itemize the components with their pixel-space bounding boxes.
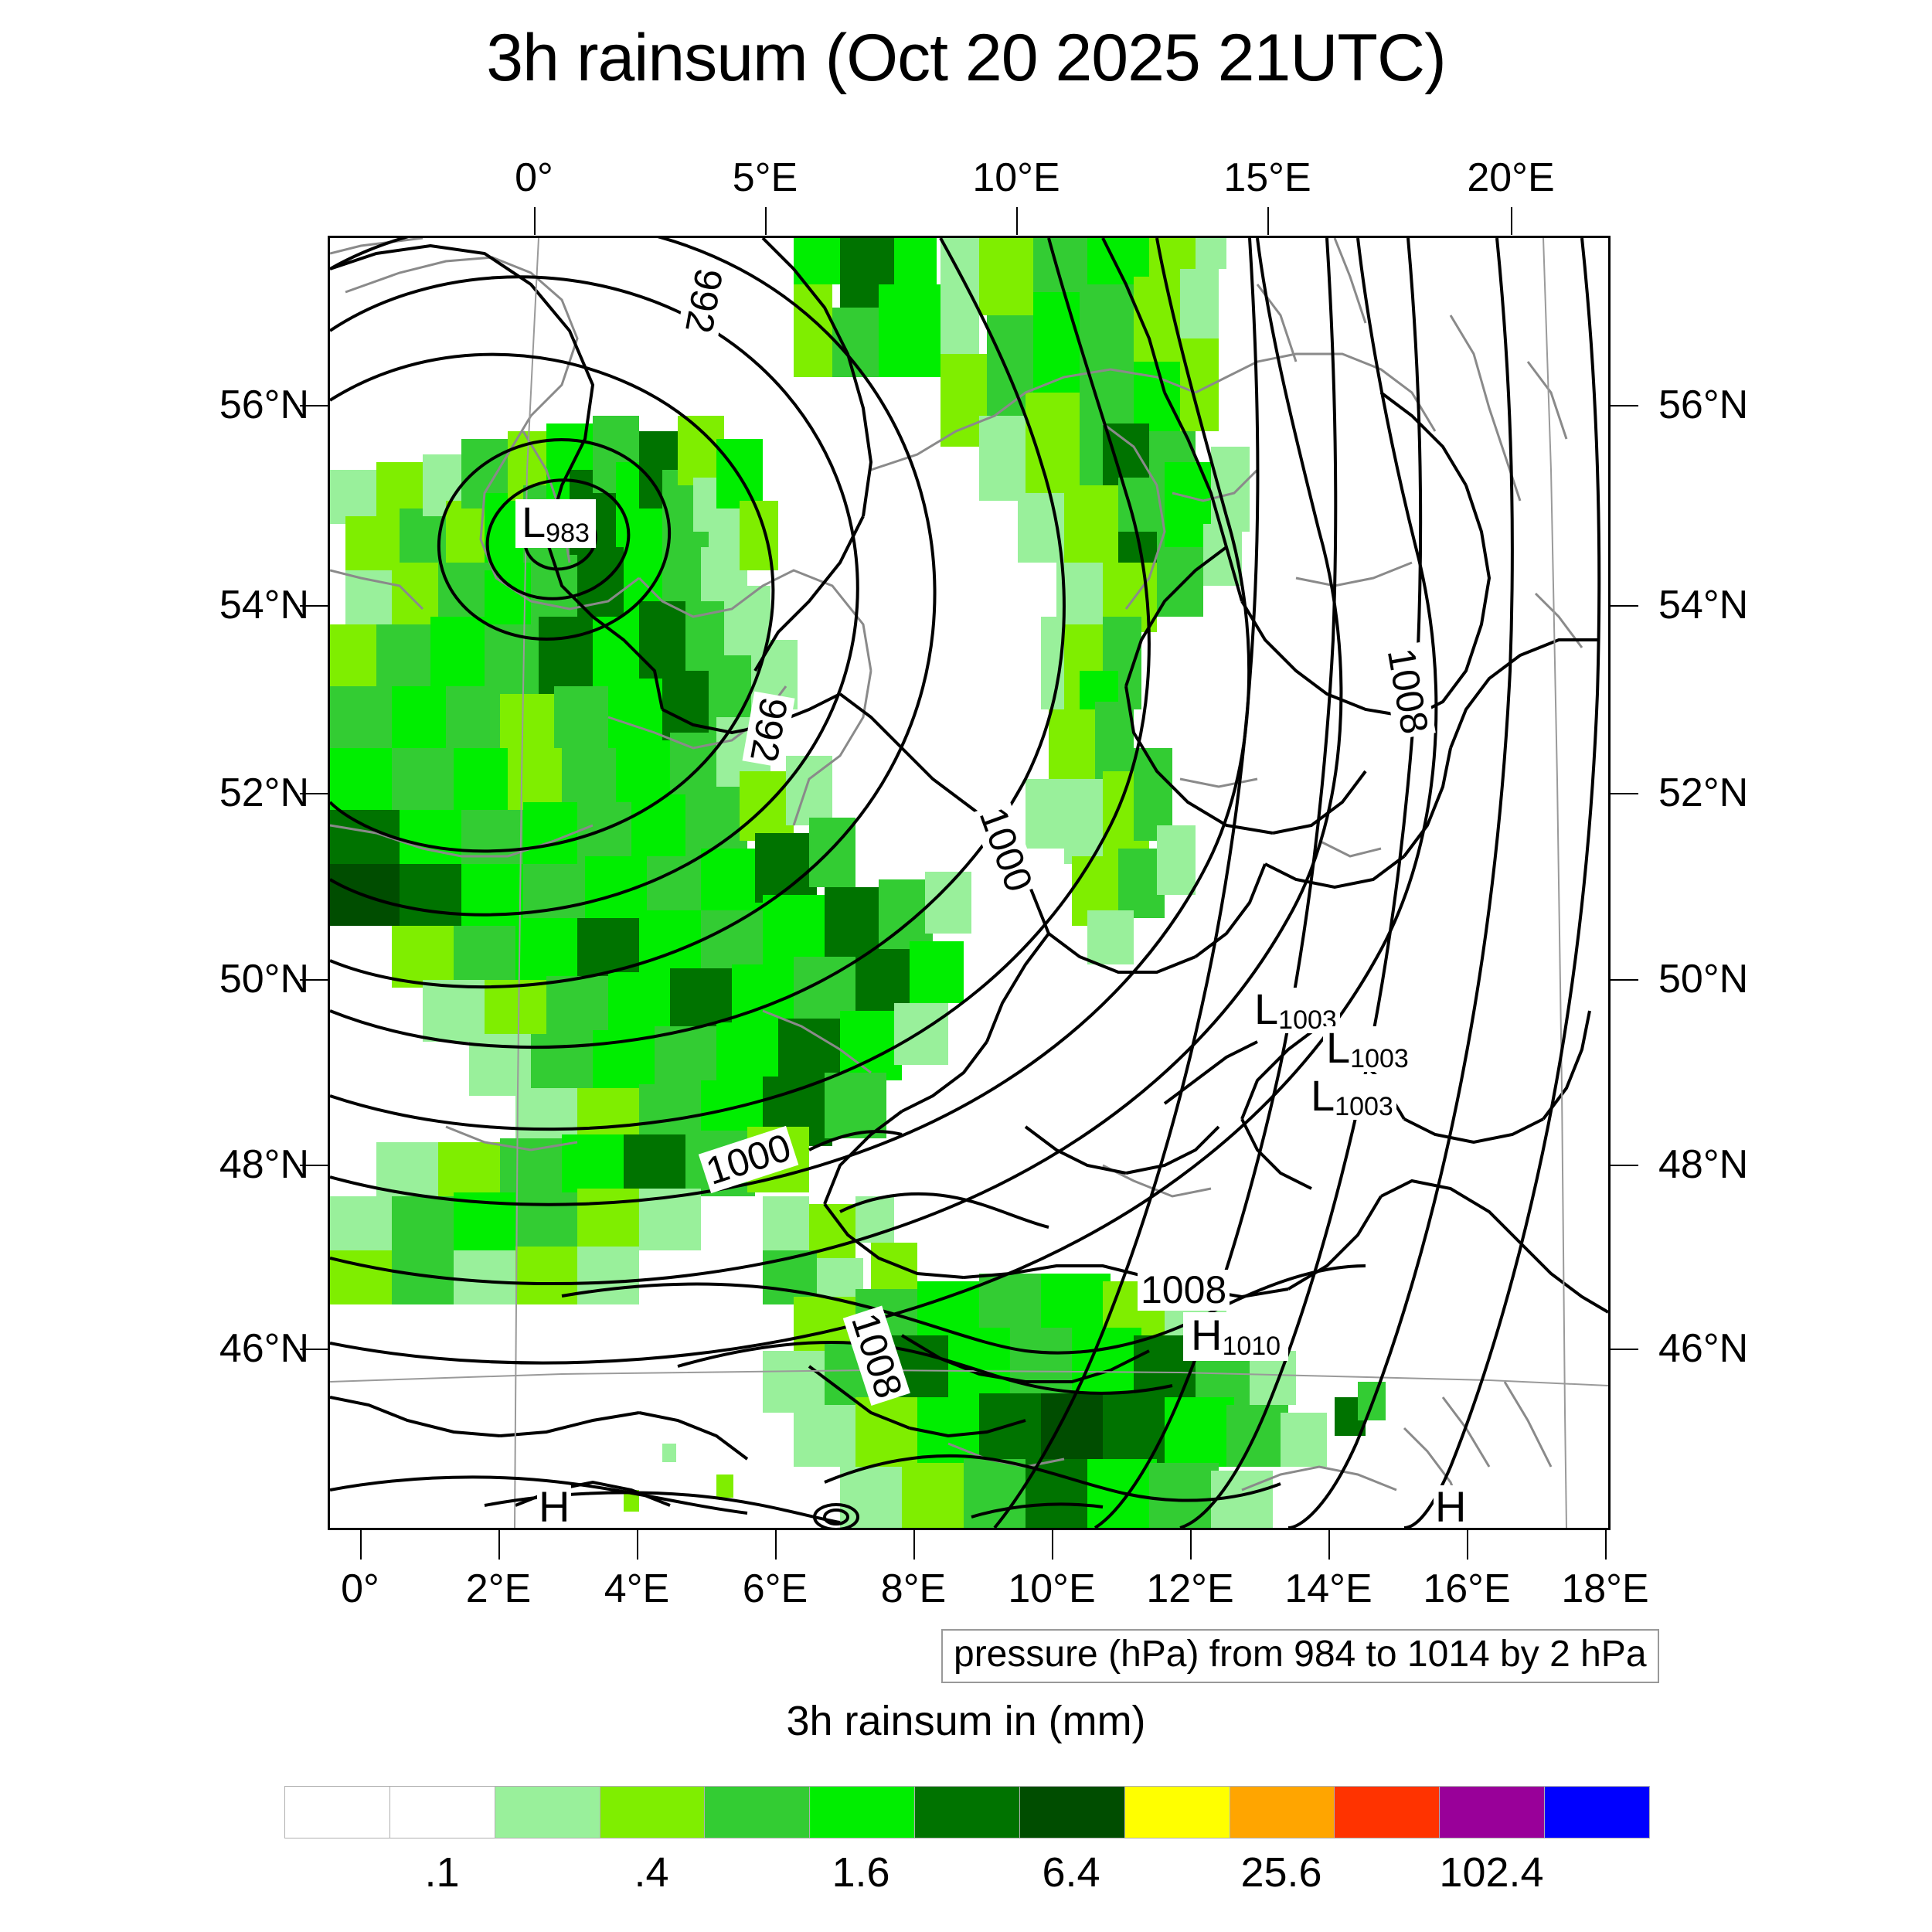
bottom-longitude-axis: 0° 2°E 4°E 6°E 8°E 10°E 12°E 14°E 16°E 1… — [0, 1566, 1932, 1612]
bottom-tick-label: 2°E — [465, 1566, 532, 1611]
low-pressure-value: 1003 — [1335, 1092, 1393, 1121]
bottom-tick-label: 16°E — [1423, 1566, 1511, 1611]
bottom-tick-label: 8°E — [880, 1566, 947, 1611]
weather-map-canvas[interactable]: L983 H1008 L1008 L1003 L1003 L1003 H1010… — [328, 236, 1611, 1530]
low-pressure-center-1003-c: L1003 — [1308, 1074, 1396, 1120]
pressure-legend-text: pressure (hPa) from 984 to 1014 by 2 hPa — [954, 1634, 1647, 1675]
bottom-tick-label: 14°E — [1284, 1566, 1372, 1611]
colorbar-cell — [495, 1787, 600, 1838]
colorbar-tick-labels: .1 .4 1.6 6.4 25.6 102.4 — [284, 1849, 1648, 1903]
top-tick-label: 10°E — [972, 155, 1060, 200]
left-tick-label: 54°N — [219, 583, 309, 628]
high-pressure-center-bottom-left: H — [537, 1482, 572, 1530]
right-tick-label: 56°N — [1658, 383, 1749, 427]
bottom-tick-label: 12°E — [1146, 1566, 1234, 1611]
low-pressure-center-1003-b: L1003 — [1323, 1026, 1412, 1072]
right-tick-label: 48°N — [1658, 1142, 1749, 1187]
colorbar-cell — [705, 1787, 811, 1838]
high-pressure-center-bottom-right: H — [1434, 1482, 1468, 1530]
colorbar-cell — [285, 1787, 390, 1838]
left-tick-label: 46°N — [219, 1326, 309, 1371]
top-tick-label: 20°E — [1467, 155, 1555, 200]
bottom-tick-label: 18°E — [1561, 1566, 1649, 1611]
top-tick-label: 15°E — [1223, 155, 1311, 200]
bottom-tick-label: 0° — [341, 1566, 379, 1611]
page-title: 3h rainsum (Oct 20 2025 21UTC) — [486, 21, 1446, 95]
right-tick-label: 46°N — [1658, 1326, 1749, 1371]
colorbar-cell — [1019, 1787, 1125, 1838]
high-pressure-center-1008: H1008 — [1605, 856, 1611, 905]
colorbar-cell — [810, 1787, 916, 1838]
top-tick-label: 5°E — [732, 155, 798, 200]
colorbar-cell — [1545, 1787, 1649, 1838]
low-pressure-value: 983 — [546, 519, 590, 548]
colorbar-title: 3h rainsum in (mm) — [786, 1698, 1146, 1744]
bottom-tick-label: 6°E — [742, 1566, 808, 1611]
precipitation-colorbar[interactable] — [284, 1786, 1650, 1838]
colorbar-tick: .1 — [424, 1849, 460, 1896]
bottom-tick-label: 10°E — [1008, 1566, 1096, 1611]
bottom-tick-label: 4°E — [604, 1566, 670, 1611]
colorbar-cell — [1335, 1787, 1440, 1838]
high-pressure-symbol: H — [1435, 1482, 1467, 1530]
right-tick-label: 52°N — [1658, 770, 1749, 815]
map-graphics — [330, 238, 1608, 1528]
pressure-legend-box: pressure (hPa) from 984 to 1014 by 2 hPa — [941, 1629, 1659, 1684]
high-pressure-value: 1010 — [1222, 1332, 1281, 1361]
low-pressure-symbol: L — [522, 498, 546, 546]
colorbar-cell — [915, 1787, 1020, 1838]
colorbar-cell — [389, 1787, 495, 1838]
low-pressure-value: 1003 — [1350, 1044, 1409, 1073]
top-tick-label: 0° — [515, 155, 553, 200]
low-pressure-symbol: L — [1311, 1071, 1335, 1120]
colorbar-tick: 25.6 — [1240, 1849, 1322, 1896]
left-tick-label: 56°N — [219, 383, 309, 427]
isobar-value: 1008 — [1141, 1268, 1227, 1311]
colorbar-cell — [600, 1787, 706, 1838]
high-pressure-symbol: H — [539, 1482, 570, 1530]
low-pressure-center-983: L983 — [515, 499, 596, 548]
low-pressure-center-1003-a: L1003 — [1251, 988, 1340, 1033]
colorbar-cell — [1124, 1787, 1230, 1838]
colorbar-cell — [1230, 1787, 1335, 1838]
high-pressure-symbol: H — [1608, 856, 1611, 905]
colorbar-tick: .4 — [634, 1849, 669, 1896]
high-pressure-center-1010: H1010 — [1183, 1311, 1289, 1361]
right-tick-label: 54°N — [1658, 583, 1749, 628]
top-longitude-axis: 0° 5°E 10°E 15°E 20°E — [0, 155, 1932, 201]
colorbar-tick: 6.4 — [1042, 1849, 1100, 1896]
left-tick-label: 52°N — [219, 770, 309, 815]
colorbar-tick: 1.6 — [832, 1849, 890, 1896]
left-tick-label: 50°N — [219, 957, 309, 1002]
colorbar-tick: 102.4 — [1439, 1849, 1544, 1896]
low-pressure-symbol: L — [1326, 1023, 1351, 1072]
graticule-layer — [330, 238, 1608, 1528]
low-pressure-symbol: L — [1254, 985, 1279, 1033]
high-pressure-symbol: H — [1191, 1311, 1223, 1359]
colorbar-cell — [1440, 1787, 1546, 1838]
right-tick-label: 50°N — [1658, 957, 1749, 1002]
isobar-label-1008-alps: 1008 — [1138, 1270, 1230, 1311]
left-tick-label: 48°N — [219, 1142, 309, 1187]
